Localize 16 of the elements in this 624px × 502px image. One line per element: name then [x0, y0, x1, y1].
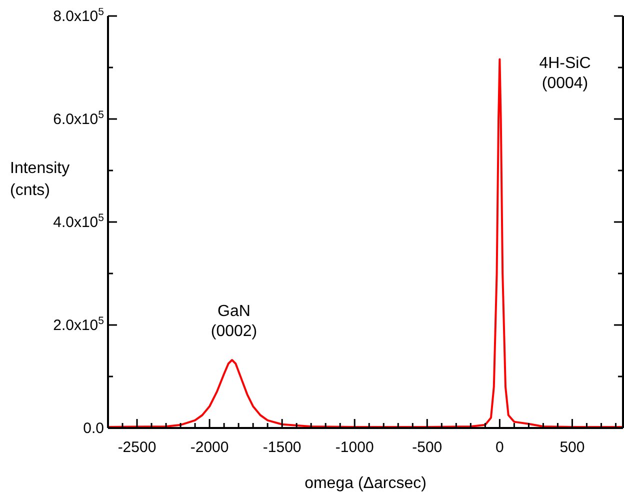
y-tick-label: 2.0x10$^{5}$	[53, 315, 104, 334]
annotation: 4H-SiC (0004)	[538, 54, 592, 94]
y-tick-label: 4.0x10$^{5}$	[53, 212, 104, 231]
annotation: GaN (0002)	[210, 302, 258, 342]
x-tick-label: -2500	[118, 439, 156, 456]
x-tick-label: -1500	[262, 439, 302, 456]
y-axis-title: Intensity (cnts)	[10, 159, 71, 201]
x-tick-label: -2000	[190, 439, 229, 456]
x-tick-label: -500	[412, 439, 442, 456]
x-tick-label: -1000	[335, 439, 374, 456]
y-tick-label: 8.0x10$^{5}$	[53, 6, 104, 25]
x-tick-label: 0	[496, 439, 504, 456]
y-tick-label: 6.0x10$^{5}$	[53, 109, 104, 128]
y-tick-label: 0.0	[83, 420, 104, 437]
x-tick-label: 500	[560, 439, 585, 456]
x-axis-title: omega (Δarcsec)	[304, 475, 426, 492]
